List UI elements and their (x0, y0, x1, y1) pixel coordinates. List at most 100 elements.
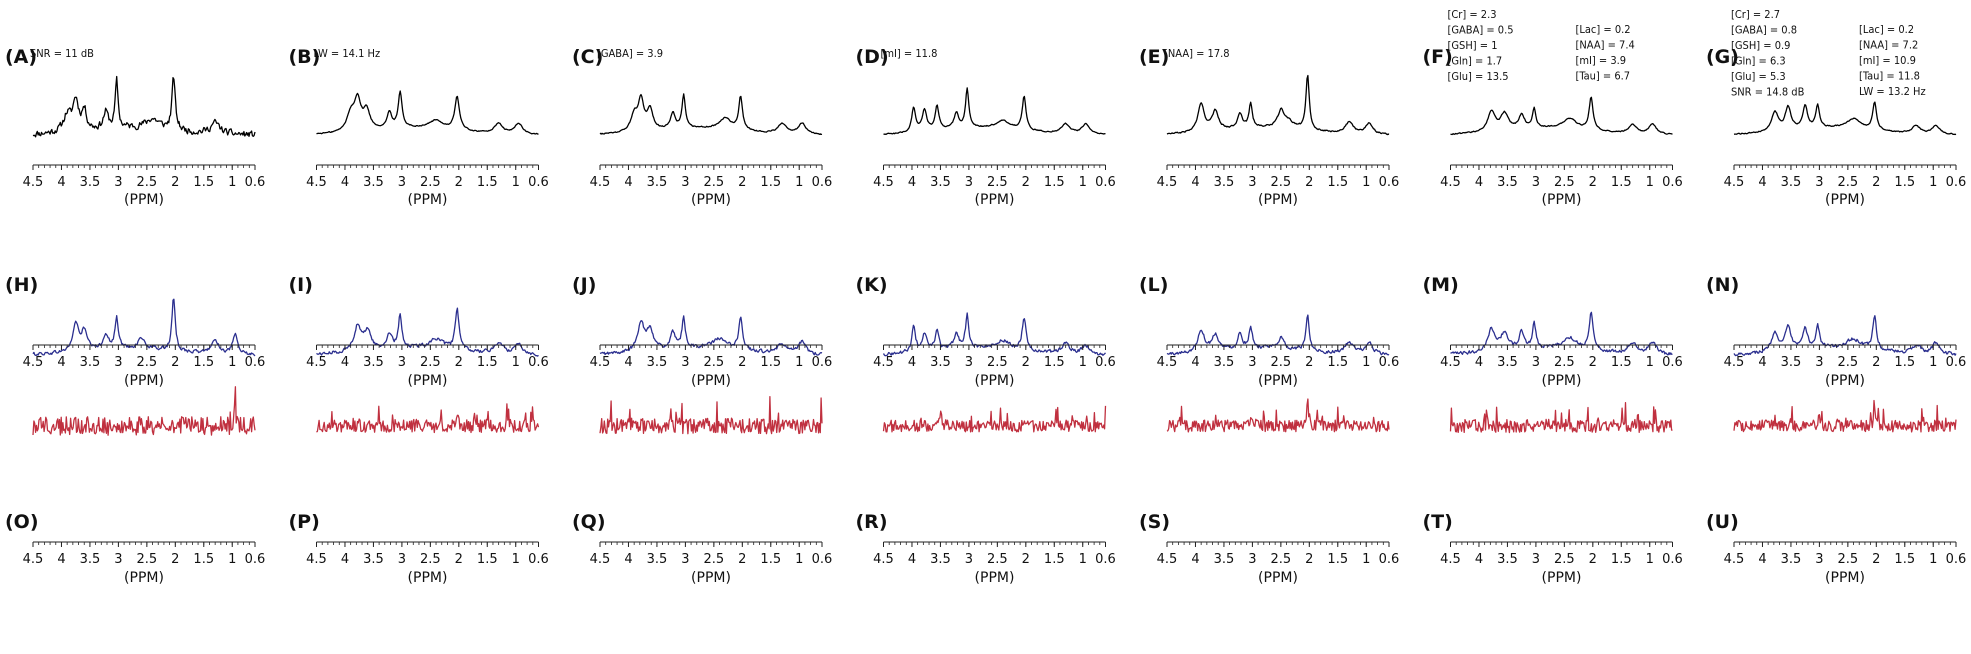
x-tick-label: 2.5 (1554, 552, 1575, 567)
panel-annotation: [GABA] = 3.9 (597, 47, 663, 60)
spectrum-trace-residual (882, 405, 1107, 433)
panel-c: (C)[GABA] = 3.9 4.5 4 3.5 3 2.5 2 1.5 1 0.6 (PPM) (572, 46, 832, 208)
x-tick-label: 3 (114, 355, 122, 370)
panel-f: (F) [Cr] = 2.3 [GABA] = 0.5 [GSH] = 1 [Gln] … (1423, 8, 1683, 208)
x-axis-label: (PPM) (124, 373, 164, 389)
panel-annotation: [Lac] = 0.2 (1859, 23, 1914, 36)
panel-u: (U) 4.5 4 3.5 3 2.5 2 1.5 1 0.6 (PPM) (1706, 399, 1966, 586)
x-tick-label: 2 (171, 355, 179, 370)
x-tick-label: 3.5 (363, 552, 384, 567)
x-axis-label: (PPM) (975, 570, 1015, 586)
x-tick-label: 4.5 (873, 355, 894, 370)
x-tick-label: 3 (114, 552, 122, 567)
panel-label: (O) (5, 511, 39, 533)
panel-label: (I) (289, 274, 313, 296)
x-tick-label: 4 (908, 175, 916, 190)
x-tick-label: 2.5 (420, 175, 441, 190)
x-tick-label: 0.6 (1662, 355, 1683, 370)
x-tick-label: 0.6 (1095, 552, 1116, 567)
panel-annotation: [Gln] = 1.7 (1448, 55, 1503, 68)
x-tick-label: 1.5 (1044, 355, 1065, 370)
x-axis-label: (PPM) (408, 192, 448, 208)
panel-annotation: [Cr] = 2.3 (1448, 8, 1497, 21)
x-tick-label: 2 (738, 175, 746, 190)
x-tick-label: 1 (1079, 552, 1087, 567)
x-axis-label: (PPM) (1825, 373, 1865, 389)
x-axis-label: (PPM) (975, 373, 1015, 389)
spectrum-trace-output (599, 315, 823, 356)
x-tick-label: 3.5 (1497, 552, 1518, 567)
x-tick-label: 3 (965, 552, 973, 567)
x-tick-label: 2.5 (1838, 175, 1859, 190)
x-axis-label: (PPM) (1825, 192, 1865, 208)
x-tick-label: 4 (341, 175, 349, 190)
x-axis-label: (PPM) (408, 373, 448, 389)
x-tick-label: 2 (171, 552, 179, 567)
x-tick-label: 3 (1532, 355, 1540, 370)
x-tick-label: 1 (228, 355, 236, 370)
x-tick-label: 3 (681, 355, 689, 370)
x-tick-label: 1.5 (1611, 552, 1632, 567)
x-tick-label: 4.5 (1724, 355, 1745, 370)
x-tick-label: 1.5 (760, 552, 781, 567)
x-tick-label: 1.5 (477, 355, 498, 370)
x-tick-label: 1.5 (760, 175, 781, 190)
x-tick-label: 1 (1079, 355, 1087, 370)
x-tick-label: 2.5 (137, 552, 158, 567)
panel-label: (C) (572, 46, 603, 68)
x-tick-label: 2 (171, 175, 179, 190)
panel-annotation: [Cr] = 2.7 (1731, 8, 1780, 21)
panel-i: (I) 4.5 4 3.5 3 2.5 2 1.5 1 0.6 (PPM) (289, 274, 549, 389)
spectrum-trace-input (883, 87, 1106, 135)
x-tick-label: 2 (1872, 355, 1880, 370)
x-tick-label: 1 (1929, 552, 1937, 567)
panel-s: (S) 4.5 4 3.5 3 2.5 2 1.5 1 0.6 (PPM) (1139, 398, 1400, 586)
x-tick-label: 2 (1872, 175, 1880, 190)
panel-n: (N) 4.5 4 3.5 3 2.5 2 1.5 1 0.6 (PPM) (1706, 274, 1966, 389)
x-tick-label: 0.6 (812, 552, 833, 567)
x-tick-label: 3 (681, 552, 689, 567)
x-tick-label: 4.5 (590, 175, 611, 190)
x-tick-label: 2 (1872, 552, 1880, 567)
x-tick-label: 3 (1815, 355, 1823, 370)
x-tick-label: 3.5 (363, 175, 384, 190)
panel-annotation: SNR = 11 dB (30, 47, 94, 60)
x-tick-label: 3.5 (80, 175, 101, 190)
x-tick-label: 3.5 (647, 355, 668, 370)
x-tick-label: 2 (738, 552, 746, 567)
spectrum-trace-input (1166, 74, 1390, 136)
x-axis-label: (PPM) (1258, 570, 1298, 586)
x-tick-label: 4 (908, 355, 916, 370)
spectrum-trace-residual (316, 403, 540, 434)
x-tick-label: 3 (1815, 552, 1823, 567)
x-tick-label: 4.5 (1440, 552, 1461, 567)
x-tick-label: 1.5 (1327, 175, 1348, 190)
panel-annotation: [NAA] = 17.8 (1164, 47, 1230, 60)
x-tick-label: 2 (1305, 175, 1313, 190)
x-tick-label: 3 (681, 175, 689, 190)
x-tick-label: 3.5 (1781, 355, 1802, 370)
panel-annotation: [GABA] = 0.5 (1448, 24, 1514, 37)
x-tick-label: 2.5 (704, 175, 725, 190)
x-tick-label: 4.5 (306, 552, 327, 567)
x-tick-label: 4.5 (1724, 552, 1745, 567)
x-tick-label: 3 (1248, 175, 1256, 190)
panel-label: (E) (1139, 46, 1169, 68)
spectrum-trace-output (882, 312, 1107, 357)
x-tick-label: 0.6 (245, 355, 266, 370)
x-tick-label: 0.6 (1095, 355, 1116, 370)
panel-label: (U) (1706, 511, 1739, 533)
x-tick-label: 2 (1589, 552, 1597, 567)
x-tick-label: 4.5 (1157, 552, 1178, 567)
x-tick-label: 2.5 (1271, 552, 1292, 567)
x-tick-label: 2.5 (1554, 355, 1575, 370)
x-tick-label: 3.5 (930, 355, 951, 370)
spectrum-trace-output (1450, 311, 1673, 356)
x-tick-label: 3.5 (647, 175, 668, 190)
x-tick-label: 2 (1022, 355, 1030, 370)
x-axis-label: (PPM) (691, 570, 731, 586)
spectrum-trace-residual (599, 396, 823, 435)
x-tick-label: 1 (1079, 175, 1087, 190)
x-tick-label: 0.6 (1379, 552, 1400, 567)
panel-label: (K) (856, 274, 888, 296)
